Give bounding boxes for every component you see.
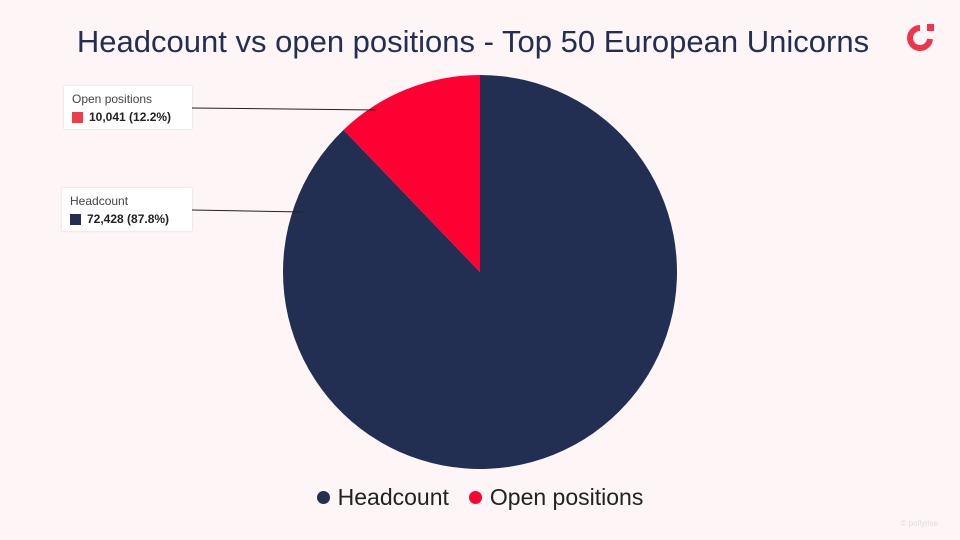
legend-dot-headcount <box>316 491 330 504</box>
watermark: © pollyrise <box>900 519 938 528</box>
pie-slice-open-positions[interactable] <box>343 75 480 272</box>
legend-item-headcount[interactable]: Headcount <box>316 484 449 511</box>
tooltip-headcount: Headcount 72,428 (87.8%) <box>62 188 192 231</box>
page-title: Headcount vs open positions - Top 50 Eur… <box>76 24 870 59</box>
brand-logo-icon <box>907 24 934 51</box>
callout-line-open-positions <box>191 107 377 111</box>
legend-dot-open-positions <box>468 491 482 504</box>
tooltip-open-positions: Open positions 10,041 (12.2%) <box>64 86 192 129</box>
tooltip-label-open-positions: Open positions <box>72 92 153 106</box>
chart-legend: Headcount Open positions <box>0 484 960 511</box>
tooltip-swatch-headcount <box>70 213 81 225</box>
legend-item-open-positions[interactable]: Open positions <box>468 484 644 511</box>
tooltip-label-headcount: Headcount <box>70 194 129 208</box>
data-label-headcount: 72,428 (87.8%) <box>87 212 170 226</box>
tooltip-swatch-open-positions <box>72 111 83 123</box>
data-label-open-positions: 10,041 (12.2%) <box>89 110 172 124</box>
legend-label-headcount: Headcount <box>337 484 449 510</box>
legend-label-open-positions: Open positions <box>489 484 644 510</box>
callout-line-headcount <box>191 209 304 213</box>
